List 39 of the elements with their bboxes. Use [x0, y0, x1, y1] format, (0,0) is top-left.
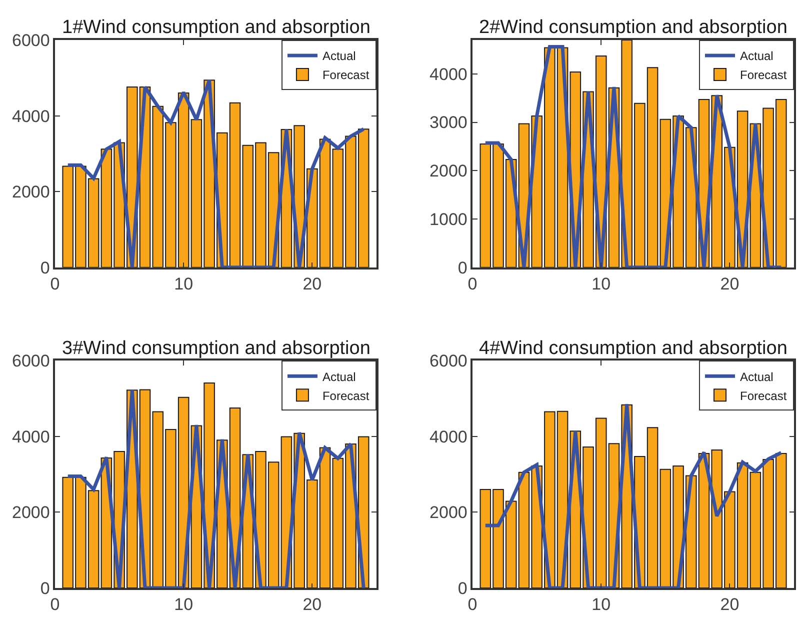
- y-tick-label: 6000: [12, 30, 50, 50]
- y-tick-label: 0: [458, 578, 468, 598]
- legend-label: Forecast: [740, 388, 788, 403]
- y-tick-label: 3000: [430, 113, 468, 132]
- x-tick-label: 10: [174, 595, 194, 614]
- y-tick-label: 2000: [12, 182, 50, 202]
- y-tick-label: 0: [458, 258, 468, 278]
- legend-label: Actual: [740, 49, 774, 64]
- line-series: [484, 402, 783, 588]
- legend-label: Actual: [322, 370, 356, 384]
- y-tick-label: 0: [40, 258, 50, 278]
- chart-title: 2#Wind consumption and absorption: [479, 17, 788, 38]
- legend-label: Actual: [322, 49, 356, 64]
- legend-label: Forecast: [322, 68, 370, 82]
- x-tick-label: 20: [302, 274, 322, 294]
- x-tick-label: 10: [592, 274, 611, 294]
- legend-label: Forecast: [322, 388, 370, 403]
- x-tick-label: 10: [592, 595, 611, 614]
- legend-label: Forecast: [740, 68, 788, 82]
- y-tick-label: 2000: [430, 503, 468, 522]
- y-tick-label: 2000: [430, 162, 468, 181]
- chart-title: 1#Wind consumption and absorption: [62, 17, 370, 38]
- y-tick-label: 4000: [430, 64, 468, 84]
- legend-label: Actual: [740, 370, 774, 384]
- y-tick-label: 2000: [12, 503, 50, 522]
- y-tick-label: 6000: [430, 352, 468, 371]
- y-tick-label: 1000: [430, 210, 468, 229]
- x-tick-label: 20: [720, 595, 740, 614]
- y-tick-label: 6000: [12, 352, 50, 371]
- y-tick-label: 4000: [12, 106, 50, 126]
- y-tick-label: 0: [40, 578, 50, 598]
- y-tick-label: 4000: [430, 427, 468, 446]
- x-tick-label: 20: [720, 274, 740, 294]
- chart-title: 4#Wind consumption and absorption: [479, 338, 788, 359]
- x-tick-label: 10: [174, 274, 194, 294]
- x-tick-label: 20: [302, 595, 322, 614]
- chart-title: 3#Wind consumption and absorption: [62, 338, 370, 359]
- y-tick-label: 4000: [12, 427, 50, 446]
- line-series: [66, 78, 366, 268]
